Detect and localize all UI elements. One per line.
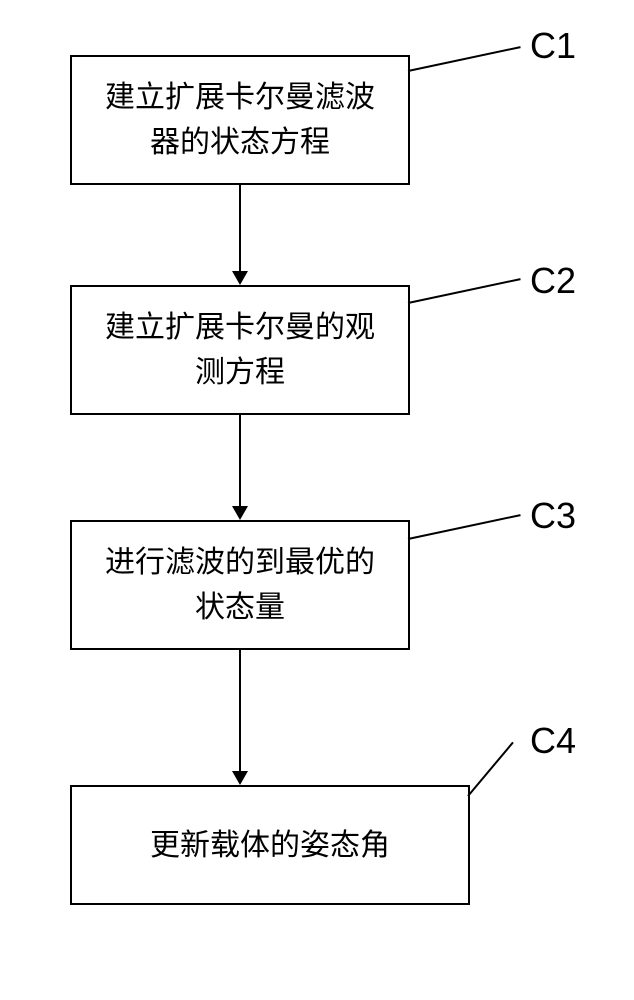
- flowchart-container: 建立扩展卡尔曼滤波器的状态方程 C1 建立扩展卡尔曼的观测方程 C2 进行滤波的…: [0, 0, 634, 1000]
- node-label-c1: C1: [530, 25, 576, 67]
- node-text: 更新载体的姿态角: [150, 823, 390, 868]
- node-label-c2: C2: [530, 260, 576, 302]
- label-connector-c4: [467, 742, 514, 797]
- arrow-head-icon: [232, 271, 248, 285]
- node-label-c3: C3: [530, 495, 576, 537]
- flowchart-node-c2: 建立扩展卡尔曼的观测方程: [70, 285, 410, 415]
- flowchart-node-c4: 更新载体的姿态角: [70, 785, 470, 905]
- arrow-head-icon: [232, 506, 248, 520]
- arrow-line: [239, 415, 241, 506]
- arrow-head-icon: [232, 771, 248, 785]
- node-text: 建立扩展卡尔曼滤波器的状态方程: [92, 75, 388, 165]
- arrow-line: [239, 650, 241, 771]
- node-text: 进行滤波的到最优的状态量: [92, 540, 388, 630]
- flowchart-node-c1: 建立扩展卡尔曼滤波器的状态方程: [70, 55, 410, 185]
- label-connector-c1: [408, 46, 521, 72]
- node-label-c4: C4: [530, 720, 576, 762]
- label-connector-c2: [408, 278, 521, 304]
- flowchart-node-c3: 进行滤波的到最优的状态量: [70, 520, 410, 650]
- arrow-line: [239, 185, 241, 271]
- label-connector-c3: [408, 514, 521, 540]
- node-text: 建立扩展卡尔曼的观测方程: [92, 305, 388, 395]
